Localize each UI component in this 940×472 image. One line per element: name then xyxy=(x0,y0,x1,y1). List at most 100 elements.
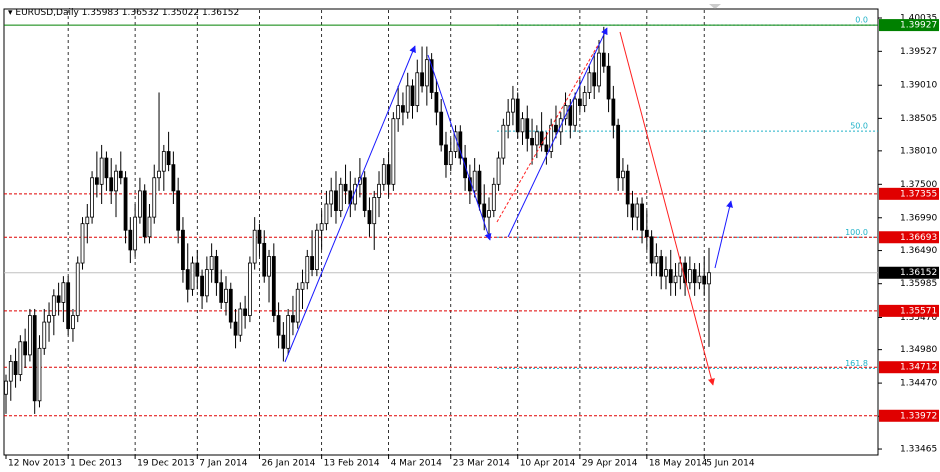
plot-frame xyxy=(3,8,879,456)
y-tick-label: 1.39527 xyxy=(900,47,937,57)
candle-body xyxy=(424,59,429,87)
candle-body xyxy=(362,177,367,211)
candle-body xyxy=(415,72,420,106)
candle-body xyxy=(51,295,56,316)
candle-body xyxy=(42,321,47,349)
x-tick-label: 4 Mar 2014 xyxy=(391,459,443,469)
candle-body xyxy=(133,216,138,251)
candle-body xyxy=(434,92,439,113)
candle-body xyxy=(161,151,166,172)
candle-body xyxy=(616,124,621,179)
candle-body xyxy=(702,275,707,285)
candle-body xyxy=(329,190,334,205)
candle-body xyxy=(286,315,291,349)
candle-body xyxy=(147,216,152,238)
x-tick-label: 5 Jun 2014 xyxy=(706,459,755,469)
y-tick-label: 1.35985 xyxy=(900,279,937,289)
current-price-label: 1.36152 xyxy=(900,268,937,278)
y-tick-label: 1.37500 xyxy=(900,180,937,190)
candle-body xyxy=(209,256,214,270)
candle-body xyxy=(678,262,683,277)
candle-body xyxy=(104,157,109,179)
candle-body xyxy=(75,262,80,316)
candle-body xyxy=(247,262,252,316)
arrow xyxy=(427,54,492,241)
candle-body xyxy=(13,361,18,375)
candle-body xyxy=(271,256,276,316)
candle-body xyxy=(410,85,415,106)
candle-body xyxy=(190,262,195,290)
candle-body xyxy=(200,275,204,297)
candle-body xyxy=(477,170,482,205)
candle-body xyxy=(625,170,630,205)
y-tick-label: 1.34980 xyxy=(900,345,937,355)
candle-body xyxy=(692,269,697,284)
candle-body xyxy=(429,59,434,93)
candle-body xyxy=(56,295,61,303)
candle-body xyxy=(295,288,300,323)
candle-body xyxy=(491,183,496,211)
candle-body xyxy=(554,124,558,133)
trend-arrows xyxy=(284,27,733,386)
current-price-tag xyxy=(879,266,939,279)
candle-body xyxy=(252,229,257,264)
open: 1.35983 xyxy=(82,8,119,18)
candle-body xyxy=(659,256,664,277)
candle-body xyxy=(267,256,271,277)
fib-label: 161.8 xyxy=(845,359,868,368)
candle-body xyxy=(549,124,554,152)
level-tag xyxy=(879,187,939,200)
fib-label: 0.0 xyxy=(855,16,868,25)
candle-body xyxy=(334,190,338,211)
candle-body xyxy=(635,203,640,218)
candle-body xyxy=(463,157,468,179)
candle-body xyxy=(224,288,228,303)
arrow xyxy=(284,45,416,363)
level-tag xyxy=(879,409,939,422)
candle-body xyxy=(228,288,233,323)
fib-label: 100.0 xyxy=(845,228,868,237)
candle-body xyxy=(448,151,453,166)
candle-body xyxy=(80,223,85,264)
candle-body xyxy=(511,98,515,113)
candle-body xyxy=(386,164,391,185)
candle-body xyxy=(644,229,649,238)
candle-body xyxy=(496,157,501,185)
candle-body xyxy=(654,256,659,264)
candle-body xyxy=(649,236,654,264)
x-tick-label: 7 Jan 2014 xyxy=(199,459,247,469)
candle-body xyxy=(582,92,587,106)
candle-body xyxy=(439,111,444,146)
fib-label: 50.0 xyxy=(850,122,868,131)
level-tag-label: 1.36693 xyxy=(900,233,937,243)
candle-body xyxy=(338,183,343,211)
candles xyxy=(4,26,711,414)
candle-body xyxy=(606,65,611,100)
level-tag xyxy=(879,361,939,374)
y-tick-label: 1.35470 xyxy=(900,313,937,323)
candle-body xyxy=(47,315,51,323)
candle-body xyxy=(630,203,635,218)
candle-body xyxy=(185,269,190,290)
candle-body xyxy=(668,269,673,284)
candle-body xyxy=(128,229,133,251)
candle-body xyxy=(611,98,616,126)
candle-body xyxy=(324,203,329,225)
candle-body xyxy=(32,315,37,402)
candle-body xyxy=(118,170,123,179)
candle-body xyxy=(94,177,99,185)
price-axis: 1.40035 1.39527 1.39010 1.38505 1.38010 1.375… xyxy=(5,14,939,469)
candle-body xyxy=(281,334,286,349)
candle-body xyxy=(166,151,171,166)
x-tick-label: 18 May 2014 xyxy=(649,459,708,469)
candle-body xyxy=(204,269,209,297)
y-tick-label: 1.34470 xyxy=(900,379,937,389)
candle-body xyxy=(525,118,530,139)
close: 1.36152 xyxy=(202,8,239,18)
candle-body xyxy=(257,229,262,244)
candle-body xyxy=(71,315,75,330)
candle-body xyxy=(697,275,702,284)
candle-body xyxy=(233,321,238,336)
candle-body xyxy=(520,118,525,133)
